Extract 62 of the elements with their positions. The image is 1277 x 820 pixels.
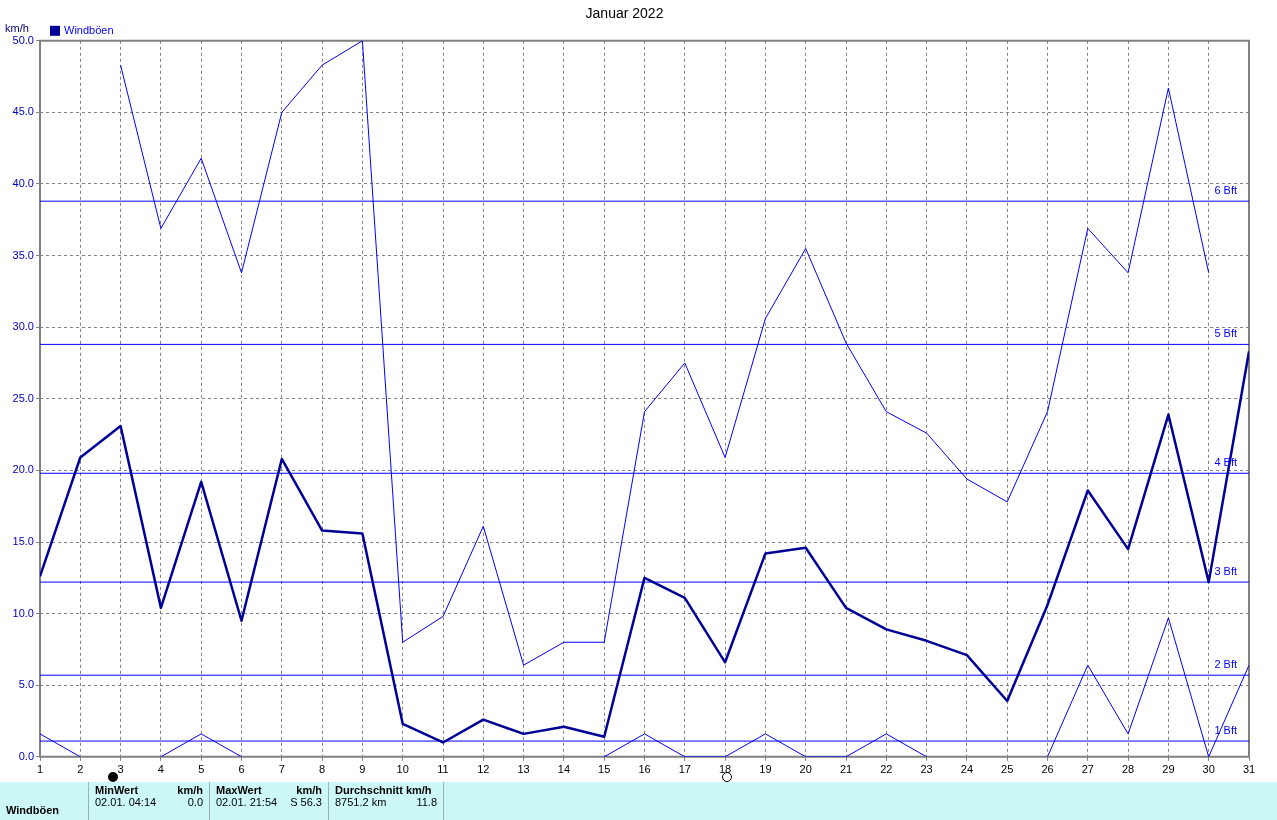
y-tick-label: 15.0 bbox=[12, 535, 34, 548]
text: Durchschnitt km/h bbox=[335, 784, 433, 796]
x-tick-label: 24 bbox=[960, 763, 974, 776]
ref-line-label: 5 Bft bbox=[1214, 326, 1237, 339]
x-tick-label: 3 bbox=[117, 763, 124, 776]
x-tick-label: 1 bbox=[36, 763, 44, 776]
y-tick-label: 25.0 bbox=[12, 391, 34, 404]
x-tick-label: 27 bbox=[1081, 763, 1094, 776]
x-tick-label: 14 bbox=[557, 763, 571, 776]
text: Windböen bbox=[5, 803, 61, 818]
ref-line-label: 6 Bft bbox=[1214, 183, 1237, 196]
ref-line-label: 3 Bft bbox=[1214, 564, 1237, 577]
text: 8751.2 km bbox=[335, 796, 387, 808]
x-tick-label: 21 bbox=[839, 763, 853, 776]
x-tick-label: 18 bbox=[718, 763, 732, 776]
x-tick-label: 22 bbox=[880, 763, 893, 776]
x-tick-label: 4 bbox=[157, 763, 164, 776]
x-tick-label: 12 bbox=[477, 763, 490, 776]
x-tick-label: 31 bbox=[1242, 763, 1256, 776]
x-tick-label: 26 bbox=[1041, 763, 1054, 776]
x-tick-label: 20 bbox=[799, 763, 812, 776]
text: 11.8 bbox=[416, 796, 437, 808]
x-tick-label: 13 bbox=[517, 763, 530, 776]
text: 0.0 bbox=[187, 796, 203, 808]
y-tick-label: 20.0 bbox=[12, 463, 34, 476]
x-tick-label: 30 bbox=[1202, 763, 1215, 776]
y-tick-label: 10.0 bbox=[12, 606, 34, 619]
y-tick-label: 50.0 bbox=[12, 33, 34, 46]
chart-title: Januar 2022 bbox=[585, 5, 664, 22]
y-tick-label: 0.0 bbox=[18, 749, 34, 762]
y-tick-label: 5.0 bbox=[18, 678, 34, 691]
text: km/h bbox=[296, 784, 322, 796]
text: S 56.3 bbox=[290, 796, 322, 808]
x-tick-label: 10 bbox=[396, 763, 409, 776]
y-tick-label: 40.0 bbox=[12, 177, 34, 190]
text: km/h bbox=[177, 784, 203, 796]
text: 02.01. 21:54 bbox=[216, 796, 278, 808]
y-tick-label: 45.0 bbox=[12, 105, 34, 118]
x-tick-label: 19 bbox=[759, 763, 772, 776]
x-tick-label: 2 bbox=[77, 763, 84, 776]
y-tick-label: 30.0 bbox=[12, 320, 34, 333]
x-tick-label: 9 bbox=[359, 763, 366, 776]
ref-line-label: 2 Bft bbox=[1214, 657, 1237, 670]
x-tick-label: 6 bbox=[238, 763, 245, 776]
ref-line-label: 1 Bft bbox=[1214, 723, 1237, 736]
x-tick-label: 23 bbox=[920, 763, 933, 776]
x-tick-label: 8 bbox=[319, 763, 326, 776]
text: MinWert bbox=[95, 784, 139, 796]
x-tick-label: 25 bbox=[1001, 763, 1014, 776]
x-tick-label: 29 bbox=[1162, 763, 1175, 776]
text: MaxWert bbox=[216, 784, 262, 796]
x-tick-label: 17 bbox=[678, 763, 691, 776]
x-tick-label: 15 bbox=[598, 763, 611, 776]
legend-label: Windböen bbox=[64, 23, 114, 36]
x-tick-label: 16 bbox=[638, 763, 651, 776]
x-tick-label: 11 bbox=[437, 763, 449, 776]
y-axis-title: km/h bbox=[5, 22, 29, 35]
text: 02.01. 04:14 bbox=[95, 796, 157, 808]
x-tick-label: 7 bbox=[278, 763, 285, 776]
y-tick-label: 35.0 bbox=[12, 248, 34, 261]
x-tick-label: 5 bbox=[198, 763, 205, 776]
x-tick-label: 28 bbox=[1121, 763, 1135, 776]
